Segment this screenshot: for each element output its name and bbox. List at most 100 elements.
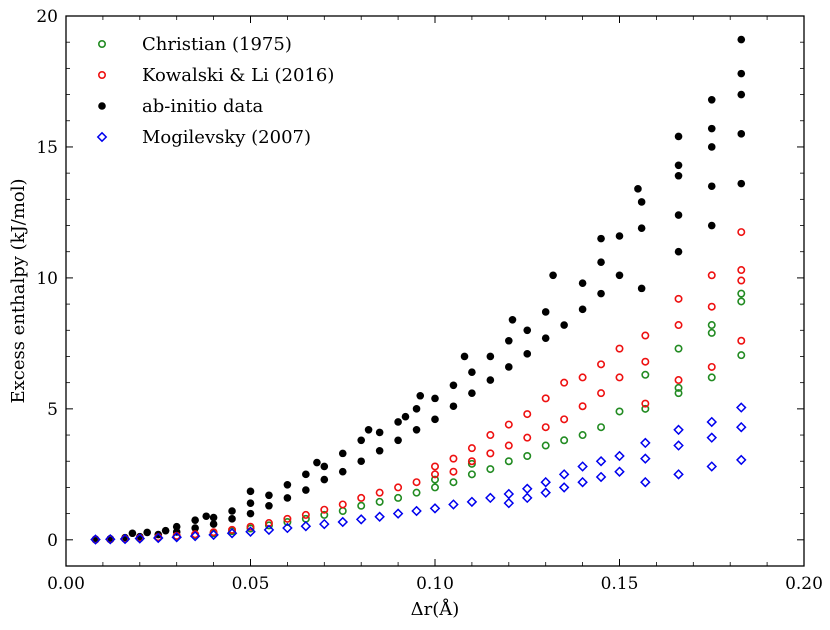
data-point (707, 302, 716, 311)
data-point (706, 432, 718, 443)
data-point (615, 271, 624, 280)
data-point (302, 486, 310, 494)
data-point (209, 513, 218, 522)
data-point (540, 476, 551, 488)
data-point (597, 423, 606, 432)
data-point (707, 328, 716, 337)
data-point (337, 516, 349, 528)
data-point (541, 334, 550, 342)
data-point (674, 211, 683, 219)
data-point (737, 69, 746, 78)
data-point (577, 476, 588, 488)
data-point (674, 161, 683, 170)
data-point (449, 467, 458, 476)
data-point (541, 308, 550, 316)
data-point (375, 488, 384, 497)
legend-label: Christian (1975) (142, 34, 292, 55)
data-point (320, 475, 329, 484)
data-point (90, 534, 101, 545)
axes-layer: 0.00 0.05 0.10 0.15 0.20 0 5 10 15 20 (36, 7, 823, 594)
series-2 (91, 35, 746, 544)
data-point (191, 516, 199, 524)
data-point (614, 466, 625, 477)
data-point (707, 221, 716, 230)
data-point (430, 475, 439, 484)
data-point (412, 405, 421, 413)
data-point (401, 412, 410, 421)
y-tick-label: 15 (36, 138, 58, 158)
data-point (161, 526, 170, 535)
plot-background (66, 16, 804, 566)
data-point (560, 378, 569, 387)
data-point (560, 436, 569, 445)
data-point (640, 476, 651, 488)
legend: Christian (1975) Kowalski & Li (2016) ab-i… (96, 34, 334, 148)
data-point (737, 297, 746, 306)
data-point (707, 124, 716, 133)
data-point (128, 529, 137, 538)
data-point (540, 487, 551, 498)
legend-label: ab-initio data (142, 96, 263, 117)
y-axis-label: Excess enthalpy (kJ/mol) (8, 178, 29, 403)
data-point (394, 483, 403, 492)
data-point (640, 453, 651, 464)
data-point (737, 90, 746, 99)
data-point (416, 391, 425, 400)
data-point (486, 465, 495, 474)
data-point (313, 458, 321, 467)
data-point (674, 132, 683, 141)
data-point (707, 321, 716, 330)
data-point (246, 487, 255, 496)
data-point (263, 524, 275, 536)
data-point (523, 326, 532, 335)
data-point (449, 454, 458, 463)
data-point (560, 415, 569, 424)
data-point (503, 497, 515, 509)
data-point (541, 441, 550, 450)
data-point (467, 457, 476, 466)
data-point (486, 449, 495, 458)
data-point (736, 402, 747, 413)
data-point (449, 402, 458, 411)
data-point (523, 410, 532, 419)
data-point (467, 470, 476, 479)
data-point (737, 35, 746, 44)
data-point (392, 508, 404, 519)
data-point (558, 469, 570, 480)
data-point (523, 433, 532, 442)
data-point (448, 499, 459, 510)
legend-marker (98, 102, 106, 110)
data-point (737, 179, 746, 188)
data-point (467, 459, 476, 468)
data-point (597, 258, 605, 266)
data-point (466, 496, 478, 508)
data-point (486, 352, 495, 361)
data-point (737, 266, 746, 275)
legend-marker (96, 131, 108, 143)
data-point (486, 431, 495, 440)
data-point (320, 505, 329, 514)
data-point (521, 492, 533, 504)
data-point (504, 441, 513, 450)
data-point (430, 462, 439, 471)
data-point (172, 522, 181, 531)
data-point (375, 497, 384, 506)
data-point (338, 500, 347, 509)
data-point (375, 446, 384, 455)
data-point (578, 279, 587, 287)
data-point (737, 276, 746, 285)
data-point (706, 416, 718, 428)
data-point (614, 450, 625, 462)
data-point (578, 402, 587, 411)
data-point (394, 418, 402, 426)
data-point (597, 234, 605, 243)
data-point (265, 491, 273, 500)
data-point (577, 461, 588, 472)
data-point (637, 224, 646, 232)
legend-entry-1: Kowalski & Li (2016) (98, 65, 334, 86)
data-point (508, 316, 517, 324)
data-point (641, 357, 650, 366)
data-point (707, 182, 716, 191)
data-point (615, 407, 624, 416)
data-point (449, 381, 458, 390)
